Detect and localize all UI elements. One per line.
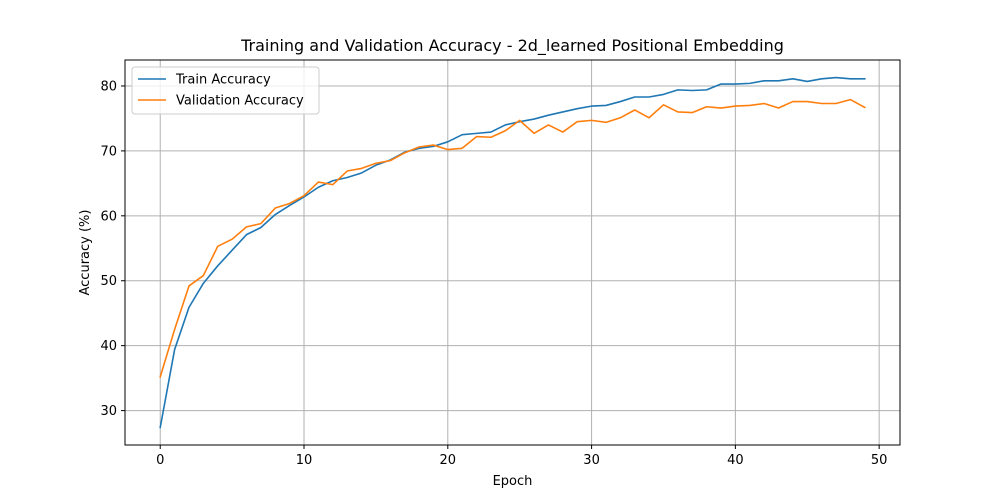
plot-area-frame <box>124 59 901 446</box>
x-tick-label: 20 <box>440 453 457 468</box>
train-accuracy-line <box>159 76 866 429</box>
y-tick-label: 70 <box>100 144 117 159</box>
x-axis-label: Epoch <box>493 474 533 489</box>
y-axis-label: Accuracy (%) <box>78 210 93 296</box>
x-tick-label: 10 <box>296 453 313 468</box>
y-tick-label: 30 <box>100 404 117 419</box>
y-tick-label: 40 <box>100 339 117 354</box>
y-tick-label: 50 <box>100 274 117 289</box>
validation-accuracy-legend-label: Validation Accuracy <box>176 94 304 109</box>
train-accuracy-legend-label: Train Accuracy <box>175 73 271 88</box>
x-tick-label: 0 <box>156 453 164 468</box>
legend: Train Accuracy Validation Accuracy <box>131 66 320 115</box>
y-tick-label: 80 <box>100 79 117 94</box>
x-tick-label: 50 <box>871 453 888 468</box>
x-tick-label: 30 <box>583 453 600 468</box>
validation-accuracy-line <box>159 98 866 378</box>
series-lines <box>159 76 866 429</box>
grid-lines <box>125 60 900 445</box>
chart-title: Training and Validation Accuracy - 2d_le… <box>240 36 784 56</box>
y-tick-label: 60 <box>100 209 117 224</box>
legend-box <box>131 66 320 115</box>
x-tick-label: 40 <box>727 453 744 468</box>
axis-ticks: 0 10 20 30 40 50 30 40 50 60 70 80 <box>100 79 887 468</box>
